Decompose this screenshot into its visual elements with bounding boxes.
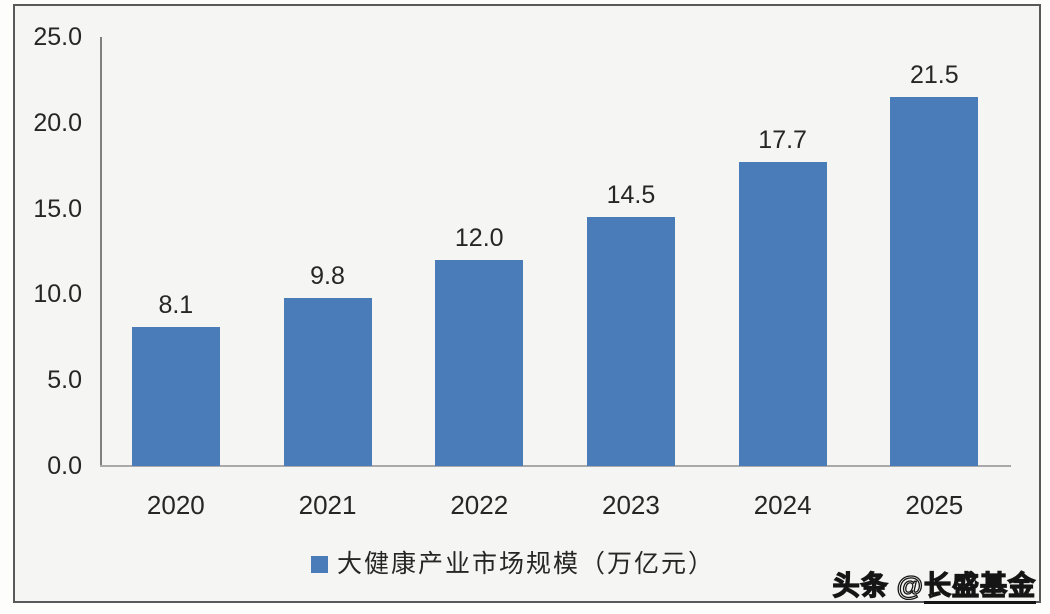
bar: [283, 297, 372, 466]
bar: [435, 260, 524, 466]
bar: [131, 327, 220, 466]
x-tick-label: 2020: [146, 490, 205, 520]
y-axis-line: [100, 37, 102, 467]
chart-frame: [13, 4, 1041, 603]
x-tick-label: 2022: [450, 490, 509, 520]
watermark: 头条 @长盛基金: [832, 564, 1036, 604]
bar-value-label: 21.5: [910, 61, 959, 90]
x-tick-label: 2024: [753, 490, 812, 520]
bar-value-label: 12.0: [454, 224, 504, 253]
bar-value-label: 17.7: [758, 126, 807, 155]
bar: [586, 217, 675, 466]
legend-label: 大健康产业市场规模（万亿元）: [337, 550, 716, 578]
watermark-account: 长盛基金: [923, 570, 1036, 604]
legend-swatch-icon: [311, 555, 328, 573]
y-tick-label: 20.0: [33, 108, 82, 137]
legend: 大健康产业市场规模（万亿元）: [311, 551, 715, 577]
y-tick-label: 0.0: [47, 452, 82, 480]
y-tick-label: 5.0: [47, 366, 82, 395]
y-tick-label: 25.0: [33, 23, 82, 51]
bar-value-label: 14.5: [606, 181, 656, 210]
bar-value-label: 8.1: [158, 291, 194, 319]
x-axis-line: [100, 465, 1011, 467]
watermark-site: 头条: [832, 570, 889, 601]
y-tick-label: 10.0: [33, 280, 82, 309]
x-tick-label: 2021: [298, 490, 357, 520]
bar: [890, 97, 979, 466]
watermark-at-sign: @: [896, 570, 924, 601]
y-tick-label: 15.0: [33, 194, 82, 223]
bar: [738, 162, 827, 466]
bar-value-label: 9.8: [310, 261, 345, 290]
x-tick-label: 2025: [905, 490, 964, 520]
x-tick-label: 2023: [602, 490, 660, 520]
